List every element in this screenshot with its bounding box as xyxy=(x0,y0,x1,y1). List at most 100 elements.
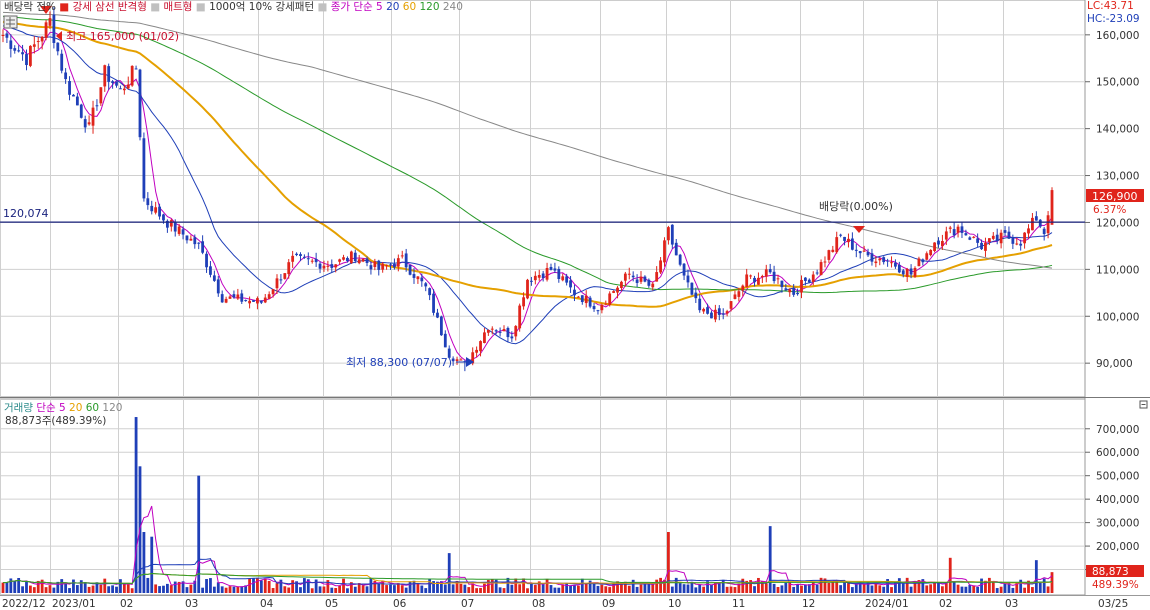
candle-body xyxy=(220,294,224,303)
candle-body xyxy=(248,300,251,304)
candle-body xyxy=(639,276,643,282)
volume-bar xyxy=(890,587,893,593)
volume-bar xyxy=(921,579,925,593)
candle-body xyxy=(44,22,48,39)
volume-bar xyxy=(631,579,635,593)
volume-bar xyxy=(146,577,150,593)
candle-body xyxy=(980,242,983,250)
volume-bar xyxy=(780,585,784,593)
candle-body xyxy=(283,273,287,279)
candle-body xyxy=(134,68,138,70)
volume-bar xyxy=(702,586,706,593)
volume-bar xyxy=(929,584,933,593)
volume-bar xyxy=(240,586,244,593)
candle-body xyxy=(717,308,721,315)
dividend-annotation: 배당락(0.00%) xyxy=(819,200,893,233)
candle-body xyxy=(416,276,420,280)
volume-bar xyxy=(459,583,463,593)
volume-ma-120-line xyxy=(2,572,1053,584)
volume-bar xyxy=(115,586,118,593)
volume-bar xyxy=(369,578,373,593)
volume-bar xyxy=(349,582,353,593)
volume-bar xyxy=(635,586,639,593)
volume-bar xyxy=(201,587,205,593)
candle-body xyxy=(584,295,588,304)
volume-bar xyxy=(173,581,177,593)
candle-body xyxy=(318,263,322,269)
volume-bar xyxy=(107,586,111,593)
volume-bar xyxy=(620,582,623,593)
volume-bar xyxy=(804,584,807,593)
volume-bar xyxy=(99,584,103,593)
hc-value: HC:-23.09 xyxy=(1087,13,1140,25)
candle-body xyxy=(651,283,655,288)
volume-bar xyxy=(737,583,741,593)
x-label: 03 xyxy=(185,598,198,610)
candle-body xyxy=(201,241,205,253)
candle-body xyxy=(745,274,749,287)
x-label: 07 xyxy=(461,598,474,610)
candle-body xyxy=(244,300,248,302)
volume-bar xyxy=(248,578,251,593)
candle-body xyxy=(784,288,788,290)
candle-body xyxy=(1034,216,1038,221)
candle-body xyxy=(933,242,936,251)
volume-bar xyxy=(925,585,929,593)
volume-bar xyxy=(757,577,760,593)
table-grid-icon xyxy=(6,17,15,27)
volume-bar xyxy=(236,586,240,593)
candle-body xyxy=(494,330,498,332)
candle-body xyxy=(635,279,639,283)
candle-body xyxy=(302,256,306,258)
volume-legend: 거래량 단순 5 20 60 120 xyxy=(4,402,122,414)
x-label: 04 xyxy=(260,598,274,610)
volume-bar xyxy=(25,581,28,593)
volume-bar xyxy=(177,581,181,593)
candle-body xyxy=(420,277,424,282)
volume-bar xyxy=(103,578,107,593)
candle-body xyxy=(185,235,189,241)
candle-body xyxy=(999,232,1003,244)
volume-bar xyxy=(232,586,236,593)
volume-bar xyxy=(800,585,803,593)
price-panel-frame xyxy=(0,0,1086,398)
high-annotation-label: 최고 165,000 (01/02) xyxy=(66,30,179,43)
candle-body xyxy=(976,238,980,243)
candle-body xyxy=(428,288,432,296)
candle-body xyxy=(5,33,9,38)
volume-bar xyxy=(549,585,553,593)
candle-body xyxy=(165,220,169,228)
candle-body xyxy=(760,275,764,278)
volume-bar xyxy=(373,580,377,593)
candle-body xyxy=(322,265,326,269)
last-price: 126,900 xyxy=(1092,190,1138,203)
volume-bar xyxy=(698,584,702,593)
volume-bar xyxy=(713,582,717,593)
volume-bar xyxy=(318,586,322,593)
volume-bar xyxy=(870,585,874,593)
volume-bar xyxy=(130,588,134,593)
volume-bar xyxy=(850,587,854,593)
volume-bar xyxy=(647,583,651,593)
volume-bar xyxy=(220,586,224,593)
candle-body xyxy=(252,300,255,302)
volume-bar xyxy=(122,583,126,593)
volume-bar xyxy=(381,580,385,593)
volume-bar xyxy=(776,587,780,593)
candle-body xyxy=(205,253,208,268)
volume-bar xyxy=(745,580,749,593)
candle-body xyxy=(530,280,533,282)
volume-bar xyxy=(326,580,330,593)
candle-body xyxy=(592,306,596,310)
price-axis-ticks: 160,000 150,000 140,000 130,000 120,000 110,0… xyxy=(1085,30,1139,370)
volume-bar xyxy=(545,579,549,593)
candle-body xyxy=(267,294,271,299)
volume-bar xyxy=(502,588,506,593)
candle-body xyxy=(686,275,690,283)
candle-body xyxy=(87,122,91,125)
last-volume: 88,873 xyxy=(1092,566,1129,578)
candle-body xyxy=(310,260,314,262)
volume-bar xyxy=(498,587,502,593)
ma-120-line xyxy=(2,15,1053,294)
candle-body xyxy=(91,107,95,126)
